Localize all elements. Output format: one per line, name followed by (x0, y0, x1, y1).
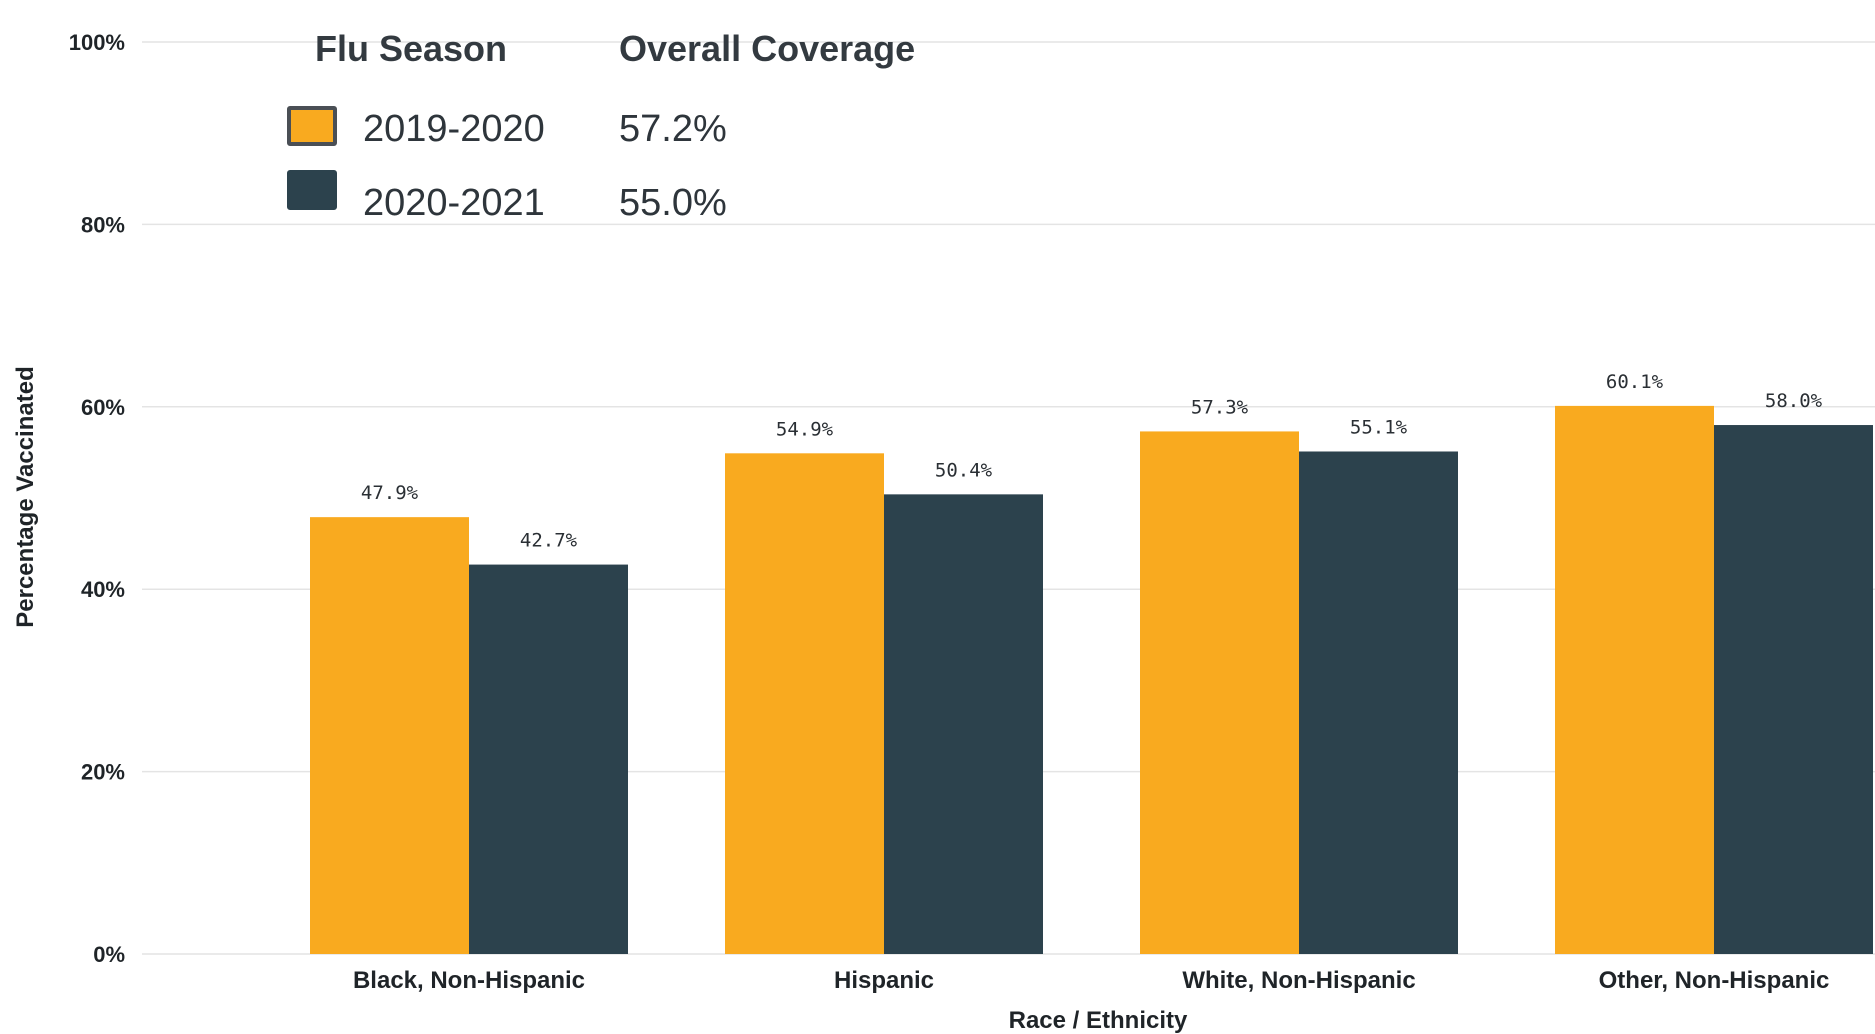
legend: Flu Season Overall Coverage 2019-2020 57… (0, 0, 1000, 240)
data-labels: 47.9% 42.7% 54.9% 50.4% 57.3% 55.1% 60.1% 58.0% (361, 371, 1823, 552)
y-tick-label: 60% (81, 395, 125, 420)
legend-season-label: 2019-2020 (363, 108, 545, 150)
legend-coverage-value: 55.0% (619, 182, 727, 224)
bars (310, 405, 1873, 954)
data-label: 55.1% (1350, 416, 1408, 438)
data-label: 42.7% (520, 530, 578, 552)
y-tick-label: 80% (81, 212, 125, 237)
data-label: 57.3% (1191, 396, 1249, 418)
x-axis-ticks: Black, Non-Hispanic Hispanic White, Non-Hi… (353, 967, 1829, 994)
legend-swatch-2019-2020 (287, 106, 337, 146)
legend-item-2020-2021: 2020-2021 55.0% (0, 168, 1000, 228)
legend-coverage-header: Overall Coverage (619, 28, 916, 69)
y-tick-label: 0% (93, 942, 125, 967)
legend-swatch-2020-2021 (287, 170, 337, 210)
bar (1555, 405, 1714, 954)
x-tick-label: White, Non-Hispanic (1182, 967, 1415, 994)
data-label: 60.1% (1606, 371, 1664, 393)
bar (1714, 425, 1873, 954)
y-tick-label: 100% (69, 30, 125, 55)
y-axis-title: Percentage Vaccinated (12, 366, 39, 627)
data-label: 54.9% (776, 418, 834, 440)
legend-season-header: Flu Season (315, 28, 508, 69)
legend-season-label: 2020-2021 (363, 182, 545, 224)
x-tick-label: Other, Non-Hispanic (1599, 967, 1830, 994)
y-axis-ticks: 0% 20% 40% 60% 80% 100% (69, 30, 125, 967)
data-label: 47.9% (361, 482, 419, 504)
x-tick-label: Hispanic (834, 967, 934, 994)
bar (469, 564, 628, 954)
x-axis-title: Race / Ethnicity (1009, 1007, 1188, 1034)
bar (725, 453, 884, 954)
bar (310, 517, 469, 954)
y-tick-label: 40% (81, 577, 125, 602)
y-tick-label: 20% (81, 760, 125, 785)
legend-item-2019-2020: 2019-2020 57.2% (0, 106, 1000, 166)
data-label: 50.4% (935, 459, 993, 481)
legend-coverage-value: 57.2% (619, 108, 727, 150)
x-tick-label: Black, Non-Hispanic (353, 967, 585, 994)
data-label: 58.0% (1765, 390, 1823, 412)
bar (1299, 451, 1458, 954)
bar (884, 494, 1043, 954)
bar (1140, 431, 1299, 954)
